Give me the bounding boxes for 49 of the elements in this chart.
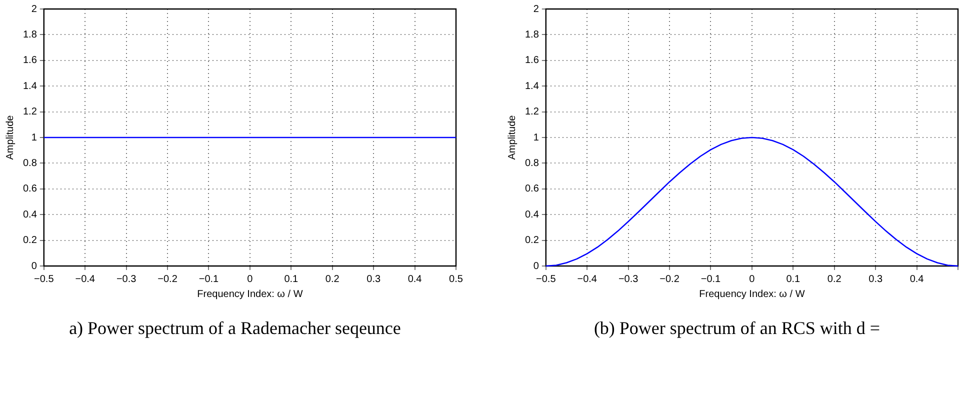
x-tick-label: −0.3 xyxy=(116,274,137,285)
y-axis-title: Amplitude xyxy=(4,114,16,160)
x-tick-label: 0.3 xyxy=(868,274,883,285)
y-tick-label: 0.8 xyxy=(524,158,540,169)
x-tick-label: 0.1 xyxy=(786,274,801,285)
x-tick-label: 0.1 xyxy=(284,274,299,285)
y-tick-label: 1.8 xyxy=(524,29,540,40)
x-tick-label: −0.2 xyxy=(660,274,680,285)
x-tick-label: 0.3 xyxy=(366,274,381,285)
y-tick-label: 2 xyxy=(31,4,38,15)
y-tick-label: 2 xyxy=(533,4,540,15)
text: a) Power spectrum of a Rademacher seqeunce xyxy=(68,318,402,339)
y-tick-label: 0.2 xyxy=(22,235,38,246)
x-tick-label: 0.2 xyxy=(827,274,842,285)
y-tick-label: 0 xyxy=(31,260,38,272)
y-tick-label: 1.2 xyxy=(524,106,540,118)
y-tick-label: 0.2 xyxy=(524,235,540,246)
x-tick-label: 0 xyxy=(247,274,254,285)
y-tick-label: 0 xyxy=(533,260,540,272)
text: (b) Power spectrum of an RCS with d = xyxy=(592,318,882,339)
y-axis-title: Amplitude xyxy=(506,114,518,160)
y-tick-label: 0.6 xyxy=(22,184,38,195)
y-tick-label: 0.4 xyxy=(22,209,38,220)
x-tick-label: −0.4 xyxy=(75,274,96,285)
y-tick-label: 1 xyxy=(31,132,38,144)
x-tick-label: −0.1 xyxy=(700,274,722,285)
x-tick-label: 0 xyxy=(749,274,756,285)
x-tick-label: −0.2 xyxy=(158,274,178,285)
y-tick-label: 1.2 xyxy=(22,106,38,118)
x-tick-label: −0.1 xyxy=(198,274,220,285)
y-tick-label: 1.4 xyxy=(22,80,38,92)
y-tick-label: 1.6 xyxy=(22,55,38,66)
x-tick-label: −0.5 xyxy=(34,274,54,285)
x-tick-label: 0.5 xyxy=(449,274,464,285)
x-tick-label: 0.4 xyxy=(408,274,422,285)
y-tick-label: 1.4 xyxy=(524,80,540,92)
y-tick-label: 0.4 xyxy=(524,209,540,220)
x-axis-title: Frequency Index: ω / W xyxy=(197,288,304,300)
y-tick-label: 1 xyxy=(533,132,540,144)
y-tick-label: 0.6 xyxy=(524,184,540,195)
x-axis-title: Frequency Index: ω / W xyxy=(699,288,806,300)
x-tick-label: −0.5 xyxy=(536,274,556,285)
x-tick-label: 0.4 xyxy=(910,274,924,285)
y-tick-label: 1.8 xyxy=(22,29,38,40)
x-tick-label: 0.2 xyxy=(325,274,340,285)
y-tick-label: 1.6 xyxy=(524,55,540,66)
x-tick-label: −0.4 xyxy=(577,274,598,285)
y-tick-label: 0.8 xyxy=(22,158,38,169)
x-tick-label: −0.3 xyxy=(618,274,639,285)
